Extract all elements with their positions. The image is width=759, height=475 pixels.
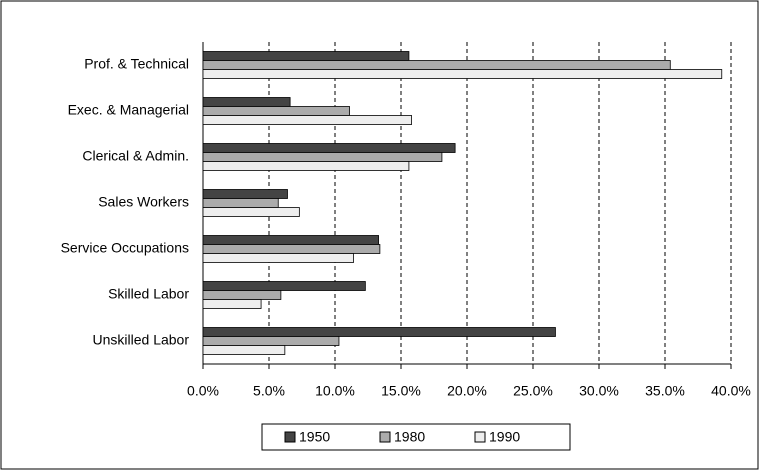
bar bbox=[202, 336, 340, 346]
bar bbox=[202, 106, 350, 116]
x-tick-label: 5.0% bbox=[253, 383, 285, 399]
bar bbox=[202, 161, 410, 171]
legend-swatch bbox=[284, 431, 296, 443]
legend-label: 1980 bbox=[394, 429, 425, 445]
y-tick-label: Unskilled Labor bbox=[93, 332, 190, 348]
x-tick-label: 10.0% bbox=[315, 383, 355, 399]
bar bbox=[202, 345, 286, 355]
y-tick-label: Skilled Labor bbox=[108, 286, 189, 302]
x-tick-label: 30.0% bbox=[579, 383, 619, 399]
y-tick-label: Service Occupations bbox=[61, 240, 189, 256]
bar bbox=[202, 327, 556, 337]
bar bbox=[202, 115, 412, 125]
legend-label: 1990 bbox=[489, 429, 520, 445]
bar bbox=[202, 299, 262, 309]
legend-label: 1950 bbox=[299, 429, 330, 445]
bar bbox=[202, 235, 379, 245]
x-tick-label: 15.0% bbox=[381, 383, 421, 399]
bar bbox=[202, 207, 300, 217]
bar bbox=[202, 51, 410, 61]
x-tick-label: 40.0% bbox=[711, 383, 751, 399]
y-tick-label: Clerical & Admin. bbox=[82, 148, 189, 164]
bar bbox=[202, 290, 282, 300]
x-tick-label: 25.0% bbox=[513, 383, 553, 399]
bar bbox=[202, 281, 366, 291]
legend-box bbox=[261, 423, 571, 451]
y-tick-label: Exec. & Managerial bbox=[68, 102, 189, 118]
legend-swatch bbox=[474, 431, 486, 443]
bar bbox=[202, 198, 279, 208]
bar bbox=[202, 152, 443, 162]
y-tick-label: Prof. & Technical bbox=[84, 56, 189, 72]
bar bbox=[202, 244, 381, 254]
bar bbox=[202, 143, 456, 153]
x-tick-label: 20.0% bbox=[447, 383, 487, 399]
bar bbox=[202, 253, 354, 263]
bar bbox=[202, 97, 291, 107]
bar bbox=[202, 60, 671, 70]
bar bbox=[202, 69, 723, 79]
x-tick-label: 0.0% bbox=[187, 383, 219, 399]
y-tick-label: Sales Workers bbox=[98, 194, 189, 210]
bar bbox=[202, 189, 288, 199]
x-tick-label: 35.0% bbox=[645, 383, 685, 399]
legend-swatch bbox=[379, 431, 391, 443]
